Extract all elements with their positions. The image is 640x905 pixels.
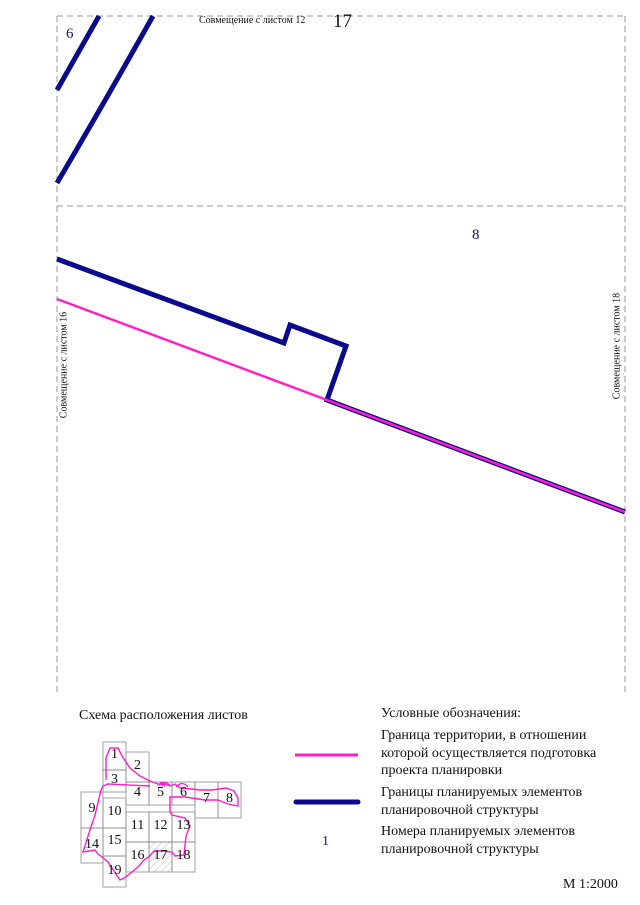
scheme-cell-label: 17 <box>153 848 168 864</box>
element-number-6: 6 <box>66 26 74 42</box>
scale-label: М 1:2000 <box>563 877 618 892</box>
scheme-cell-label: 18 <box>176 848 191 864</box>
scheme-cell-3 <box>102 769 127 793</box>
sheet-number: 17 <box>333 11 352 32</box>
scheme-cell-label: 3 <box>111 772 118 788</box>
scheme-cell-label: 11 <box>130 818 145 834</box>
scheme-cell-label: 15 <box>107 833 122 849</box>
scheme-cell-label: 14 <box>85 836 99 852</box>
scheme-cell-label: 7 <box>203 791 210 807</box>
scheme-territory-islands <box>157 781 189 788</box>
legend-text-line: проекта планировки <box>381 763 503 778</box>
legend-text-line: Номера планируемых элементов <box>381 824 575 839</box>
legend-text-line: которой осуществляется подготовка <box>381 745 597 761</box>
scheme-cell-label: 13 <box>176 818 191 834</box>
scheme-territory-outline <box>81 747 239 881</box>
legend-text-line: Граница территории, в отношении <box>381 728 587 743</box>
legend-text-line: планировочной структуры <box>381 841 539 857</box>
scheme-cell-label: 2 <box>134 758 141 774</box>
territory-boundary-line <box>56 297 626 514</box>
legend-item-numbers: Номера планируемых элементов планировочн… <box>381 823 575 858</box>
legend-item-territory: Граница территории, в отношении которой … <box>381 727 596 780</box>
element-boundary-lines-top <box>54 14 156 185</box>
legend-title: Условные обозначения: <box>381 706 522 721</box>
scheme-cell-label: 6 <box>180 784 187 800</box>
scheme-cell-label: 12 <box>153 818 168 834</box>
scheme-cell-label: 16 <box>130 848 145 864</box>
scheme-cell-label: 8 <box>226 791 233 807</box>
legend-item-elements: Границы планируемых элементов планировоч… <box>381 784 582 819</box>
scheme-cell-label: 19 <box>107 862 122 878</box>
sheet-layout-grid <box>80 741 242 888</box>
scheme-cell-label: 4 <box>134 784 141 800</box>
legend-text-line: планировочной структуры <box>381 802 539 818</box>
scheme-cell-label: 1 <box>111 747 118 763</box>
scheme-cell-19 <box>102 855 127 888</box>
scheme-cell-18 <box>171 841 196 873</box>
match-label-top: Совмещение с листом 12 <box>199 15 306 26</box>
scheme-cell-label: 9 <box>88 801 96 817</box>
legend-number-symbol: 1 <box>322 834 329 849</box>
scheme-cell-label: 10 <box>107 804 122 820</box>
legend-text-line: Границы планируемых элементов <box>381 785 583 800</box>
element-number-8: 8 <box>472 227 480 243</box>
scheme-title: Схема расположения листов <box>79 708 248 723</box>
scheme-cell-label: 5 <box>157 784 164 800</box>
